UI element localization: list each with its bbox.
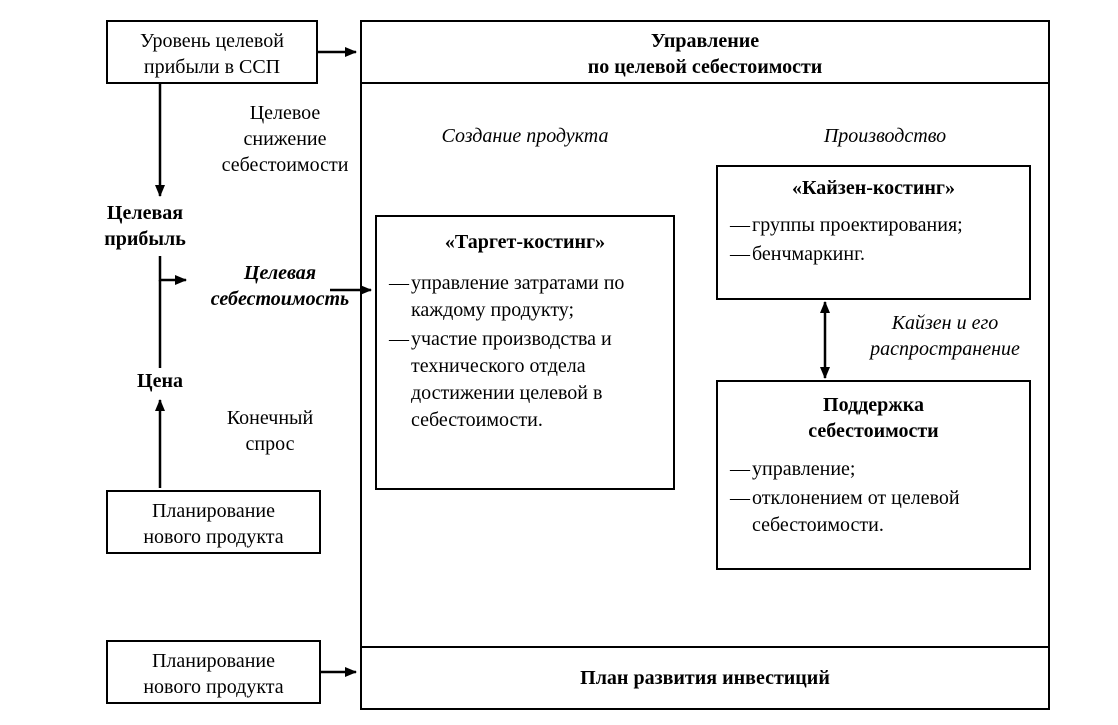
- target-costing-item: управление затратами по каждому продукту…: [389, 270, 661, 324]
- main-header-line1: Управление: [372, 28, 1038, 54]
- cost-support-item: отклонением от целевой себестоимости.: [730, 485, 1017, 539]
- target-costing-title: «Таргет-костинг»: [389, 231, 661, 254]
- label-production: Производство: [770, 125, 1000, 148]
- node-main-header: Управление по целевой себестоимости: [360, 20, 1050, 84]
- kaizen-costing-title: «Кайзен-костинг»: [730, 177, 1017, 200]
- diagram-canvas: Уровень целевой прибыли в ССП Управление…: [0, 0, 1118, 725]
- final-demand-line2: спрос: [200, 431, 340, 457]
- node-kaizen-costing: «Кайзен-костинг» группы проектирования; …: [716, 165, 1031, 300]
- cost-support-title1: Поддержка: [730, 392, 1017, 418]
- profit-level-line2: прибыли в ССП: [118, 54, 306, 80]
- cost-support-item: управление;: [730, 456, 1017, 483]
- kaizen-costing-item: бенчмаркинг.: [730, 241, 1017, 268]
- label-kaizen-spread: Кайзен и его распространение: [845, 310, 1045, 362]
- node-cost-support: Поддержка себестоимости управление; откл…: [716, 380, 1031, 570]
- node-target-profit: Целевая прибыль: [80, 200, 210, 252]
- cost-support-title2: себестоимости: [730, 418, 1017, 444]
- label-cost-reduction: Целевое снижение себестоимости: [205, 100, 365, 178]
- target-cost-line1: Целевая: [190, 260, 370, 286]
- planning2-line2: нового продукта: [118, 674, 309, 700]
- cost-reduction-line1: Целевое: [205, 100, 365, 126]
- profit-level-line1: Уровень целевой: [118, 28, 306, 54]
- cost-support-list: управление; отклонением от целевой себес…: [730, 456, 1017, 539]
- final-demand-line1: Конечный: [200, 405, 340, 431]
- main-header-line2: по целевой себестоимости: [372, 54, 1038, 80]
- investment-plan-text: План развития инвестиций: [580, 667, 830, 690]
- planning2-line1: Планирование: [118, 648, 309, 674]
- cost-reduction-line3: себестоимости: [205, 152, 365, 178]
- kaizen-costing-list: группы проектирования; бенчмаркинг.: [730, 212, 1017, 268]
- node-planning-2: Планирование нового продукта: [106, 640, 321, 704]
- target-costing-list: управление затратами по каждому продукту…: [389, 270, 661, 434]
- target-profit-line1: Целевая: [80, 200, 210, 226]
- kaizen-spread-line2: распространение: [845, 336, 1045, 362]
- node-planning-1: Планирование нового продукта: [106, 490, 321, 554]
- target-profit-line2: прибыль: [80, 226, 210, 252]
- node-price: Цена: [105, 370, 215, 393]
- node-profit-level: Уровень целевой прибыли в ССП: [106, 20, 318, 84]
- planning1-line2: нового продукта: [118, 524, 309, 550]
- kaizen-costing-item: группы проектирования;: [730, 212, 1017, 239]
- kaizen-spread-line1: Кайзен и его: [845, 310, 1045, 336]
- node-target-cost: Целевая себестоимость: [190, 260, 370, 312]
- cost-reduction-line2: снижение: [205, 126, 365, 152]
- label-final-demand: Конечный спрос: [200, 405, 340, 457]
- node-investment-plan: План развития инвестиций: [360, 646, 1050, 710]
- label-create-product: Создание продукта: [395, 125, 655, 148]
- planning1-line1: Планирование: [118, 498, 309, 524]
- target-cost-line2: себестоимость: [190, 286, 370, 312]
- target-costing-item: участие производства и технического отде…: [389, 326, 661, 434]
- node-target-costing: «Таргет-костинг» управление затратами по…: [375, 215, 675, 490]
